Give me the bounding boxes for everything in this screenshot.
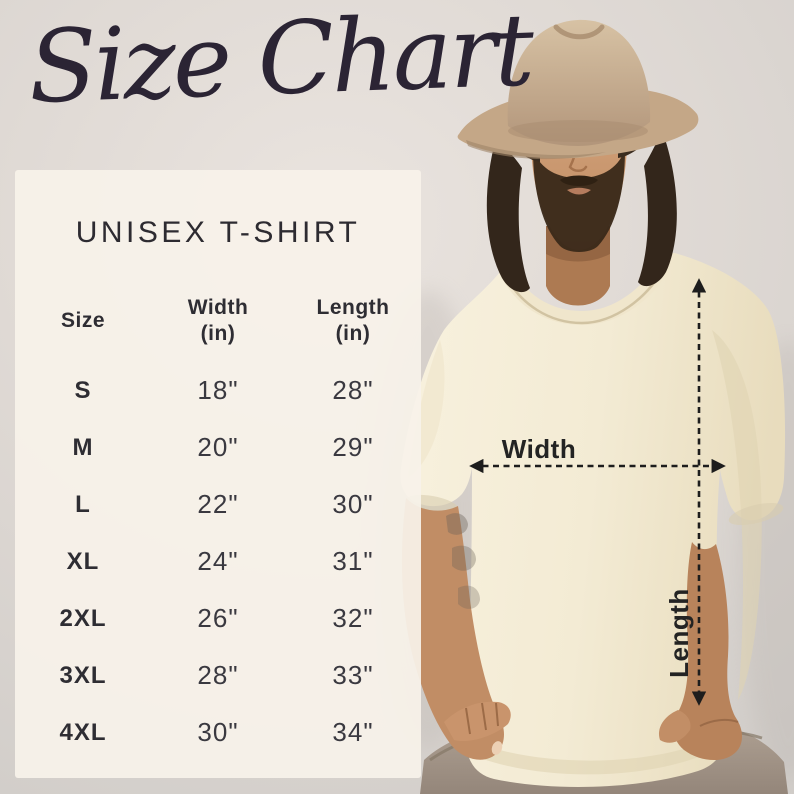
table-header-row: Size Width (in) Length (in) xyxy=(15,292,421,350)
column-header-length: Length (in) xyxy=(316,296,390,345)
width-cell: 24" xyxy=(197,546,239,576)
beard xyxy=(533,150,625,252)
tattoo xyxy=(452,545,476,571)
width-measure-label: Width xyxy=(501,434,577,464)
length-cell: 33" xyxy=(332,660,374,690)
table-row: 3XL 28" 33" xyxy=(15,647,421,704)
page-title: Size Chart xyxy=(26,0,534,126)
size-cell: S xyxy=(74,376,92,404)
width-cell: 30" xyxy=(197,717,239,747)
right-thumb xyxy=(658,710,691,743)
length-cell: 30" xyxy=(332,489,374,519)
mustache xyxy=(560,175,598,186)
size-cell: L xyxy=(75,490,91,518)
thumbnail xyxy=(491,741,503,755)
length-measure-label: Length xyxy=(664,588,694,678)
size-cell: 2XL xyxy=(59,604,107,632)
width-cell: 28" xyxy=(197,660,239,690)
tattoo xyxy=(458,585,480,609)
size-table-card: UNISEX T-SHIRT Size Width (in) Length (i… xyxy=(15,170,421,778)
left-hand xyxy=(444,701,511,742)
size-cell: 3XL xyxy=(59,661,107,689)
length-cell: 31" xyxy=(332,546,374,576)
hair-right xyxy=(638,130,677,287)
table-body: S 18" 28" M 20" 29" L 22" 30" XL 24" 31"… xyxy=(15,362,421,761)
lips xyxy=(567,187,591,195)
hair-left xyxy=(486,138,530,293)
length-cell: 32" xyxy=(332,603,374,633)
tattoo xyxy=(446,513,468,535)
column-header-size: Size xyxy=(60,309,106,332)
width-cell: 18" xyxy=(197,375,239,405)
size-cell: M xyxy=(72,433,94,461)
table-row: 4XL 30" 34" xyxy=(15,704,421,761)
table-row: 2XL 26" 32" xyxy=(15,590,421,647)
size-cell: 4XL xyxy=(59,718,107,746)
length-cell: 34" xyxy=(332,717,374,747)
left-arm xyxy=(401,498,511,760)
collar xyxy=(497,253,673,326)
table-row: S 18" 28" xyxy=(15,362,421,419)
width-cell: 26" xyxy=(197,603,239,633)
right-arm xyxy=(658,542,742,761)
width-cell: 22" xyxy=(197,489,239,519)
head xyxy=(457,19,699,293)
hat-crown xyxy=(507,19,651,146)
table-row: M 20" 29" xyxy=(15,419,421,476)
table-heading: UNISEX T-SHIRT xyxy=(75,216,361,249)
table-row: L 22" 30" xyxy=(15,476,421,533)
width-cell: 20" xyxy=(197,432,239,462)
length-cell: 29" xyxy=(332,432,374,462)
length-cell: 28" xyxy=(332,375,374,405)
fedora-hat xyxy=(457,19,699,160)
table-row: XL 24" 31" xyxy=(15,533,421,590)
size-cell: XL xyxy=(66,547,100,575)
column-header-width: Width (in) xyxy=(187,296,249,345)
